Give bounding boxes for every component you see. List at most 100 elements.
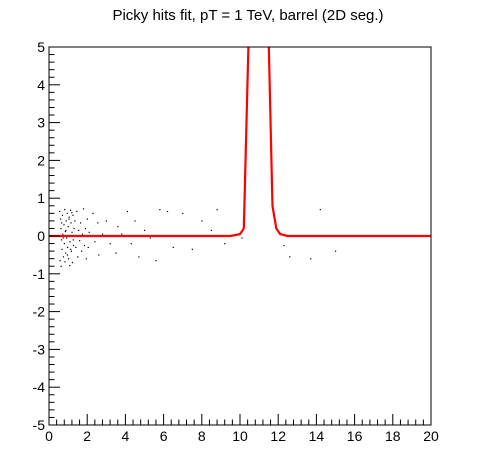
scatter-point [89, 232, 90, 233]
scatter-point [115, 253, 116, 254]
x-tick-label: 10 [232, 428, 248, 444]
scatter-point [310, 258, 311, 259]
scatter-series [59, 208, 336, 267]
fit-curve-series [49, 39, 431, 236]
scatter-point [86, 258, 87, 259]
scatter-point [98, 254, 99, 255]
scatter-point [71, 232, 72, 233]
scatter-point [138, 256, 139, 257]
scatter-point [127, 211, 128, 212]
scatter-point [82, 234, 83, 235]
scatter-point [62, 215, 63, 216]
x-tick-label: 18 [385, 428, 401, 444]
y-tick-label: 4 [37, 77, 45, 93]
scatter-point [155, 260, 156, 261]
y-tick-label: 2 [37, 152, 45, 168]
scatter-point [102, 234, 103, 235]
scatter-point [80, 222, 81, 223]
scatter-point [66, 220, 67, 221]
scatter-point [84, 245, 85, 246]
x-tick-label: 4 [122, 428, 130, 444]
scatter-point [167, 211, 168, 212]
scatter-point [79, 240, 80, 241]
x-tick-label: 0 [45, 428, 53, 444]
scatter-point [60, 228, 61, 229]
scatter-point [224, 243, 225, 244]
scatter-point [121, 234, 122, 235]
x-tick-label: 16 [347, 428, 363, 444]
y-tick-label: 3 [37, 115, 45, 131]
scatter-point [76, 211, 77, 212]
scatter-point [61, 239, 62, 240]
scatter-point [320, 209, 321, 210]
scatter-point [64, 261, 65, 262]
scatter-point [97, 222, 98, 223]
scatter-point [201, 220, 202, 221]
scatter-point [63, 224, 64, 225]
scatter-point [217, 209, 218, 210]
scatter-point [62, 234, 63, 235]
scatter-point [85, 228, 86, 229]
scatter-point [69, 265, 70, 266]
scatter-point [75, 247, 76, 248]
scatter-point [92, 213, 93, 214]
scatter-point [65, 230, 66, 231]
scatter-point [61, 266, 62, 267]
scatter-point [69, 217, 70, 218]
y-tick-label: -5 [33, 417, 46, 433]
scatter-point [67, 254, 68, 255]
scatter-point [283, 245, 284, 246]
scatter-point [70, 241, 71, 242]
scatter-point [70, 249, 71, 250]
scatter-point [159, 209, 160, 210]
scatter-point [211, 230, 212, 231]
y-tick-label: 1 [37, 190, 45, 206]
x-tick-label: 6 [160, 428, 168, 444]
scatter-point [77, 256, 78, 257]
scatter-point [94, 241, 95, 242]
scatter-point [67, 247, 68, 248]
y-tick-label: -2 [33, 304, 46, 320]
y-tick-label: 5 [37, 39, 45, 55]
scatter-point [65, 253, 66, 254]
scatter-point [60, 218, 61, 219]
scatter-point [192, 249, 193, 250]
scatter-point [131, 243, 132, 244]
scatter-point [173, 247, 174, 248]
y-tick-label: -3 [33, 341, 46, 357]
y-tick-label: -1 [33, 266, 46, 282]
scatter-point [73, 245, 74, 246]
scatter-point [106, 220, 107, 221]
scatter-point [70, 210, 71, 211]
x-tick-label: 2 [83, 428, 91, 444]
scatter-point [78, 230, 79, 231]
y-tick-label: -4 [33, 379, 46, 395]
scatter-point [72, 215, 73, 216]
scatter-point [72, 262, 73, 263]
scatter-point [150, 237, 151, 238]
scatter-point [68, 218, 69, 219]
scatter-point [117, 226, 118, 227]
scatter-point [87, 218, 88, 219]
scatter-point [63, 237, 64, 238]
scatter-point [88, 247, 89, 248]
scatter-point [65, 231, 66, 232]
fit-curve-line [49, 39, 431, 236]
scatter-point [70, 222, 71, 223]
scatter-point [73, 228, 74, 229]
scatter-point [74, 220, 75, 221]
scatter-point [83, 208, 84, 209]
scatter-point [68, 258, 69, 259]
scatter-point [144, 230, 145, 231]
scatter-point [73, 239, 74, 240]
scatter-point [241, 237, 242, 238]
scatter-point [110, 243, 111, 244]
scatter-point [81, 251, 82, 252]
scatter-point [66, 237, 67, 238]
scatter-point [63, 256, 64, 257]
scatter-point [61, 222, 62, 223]
scatter-point [68, 226, 69, 227]
x-tick-label: 20 [423, 428, 439, 444]
